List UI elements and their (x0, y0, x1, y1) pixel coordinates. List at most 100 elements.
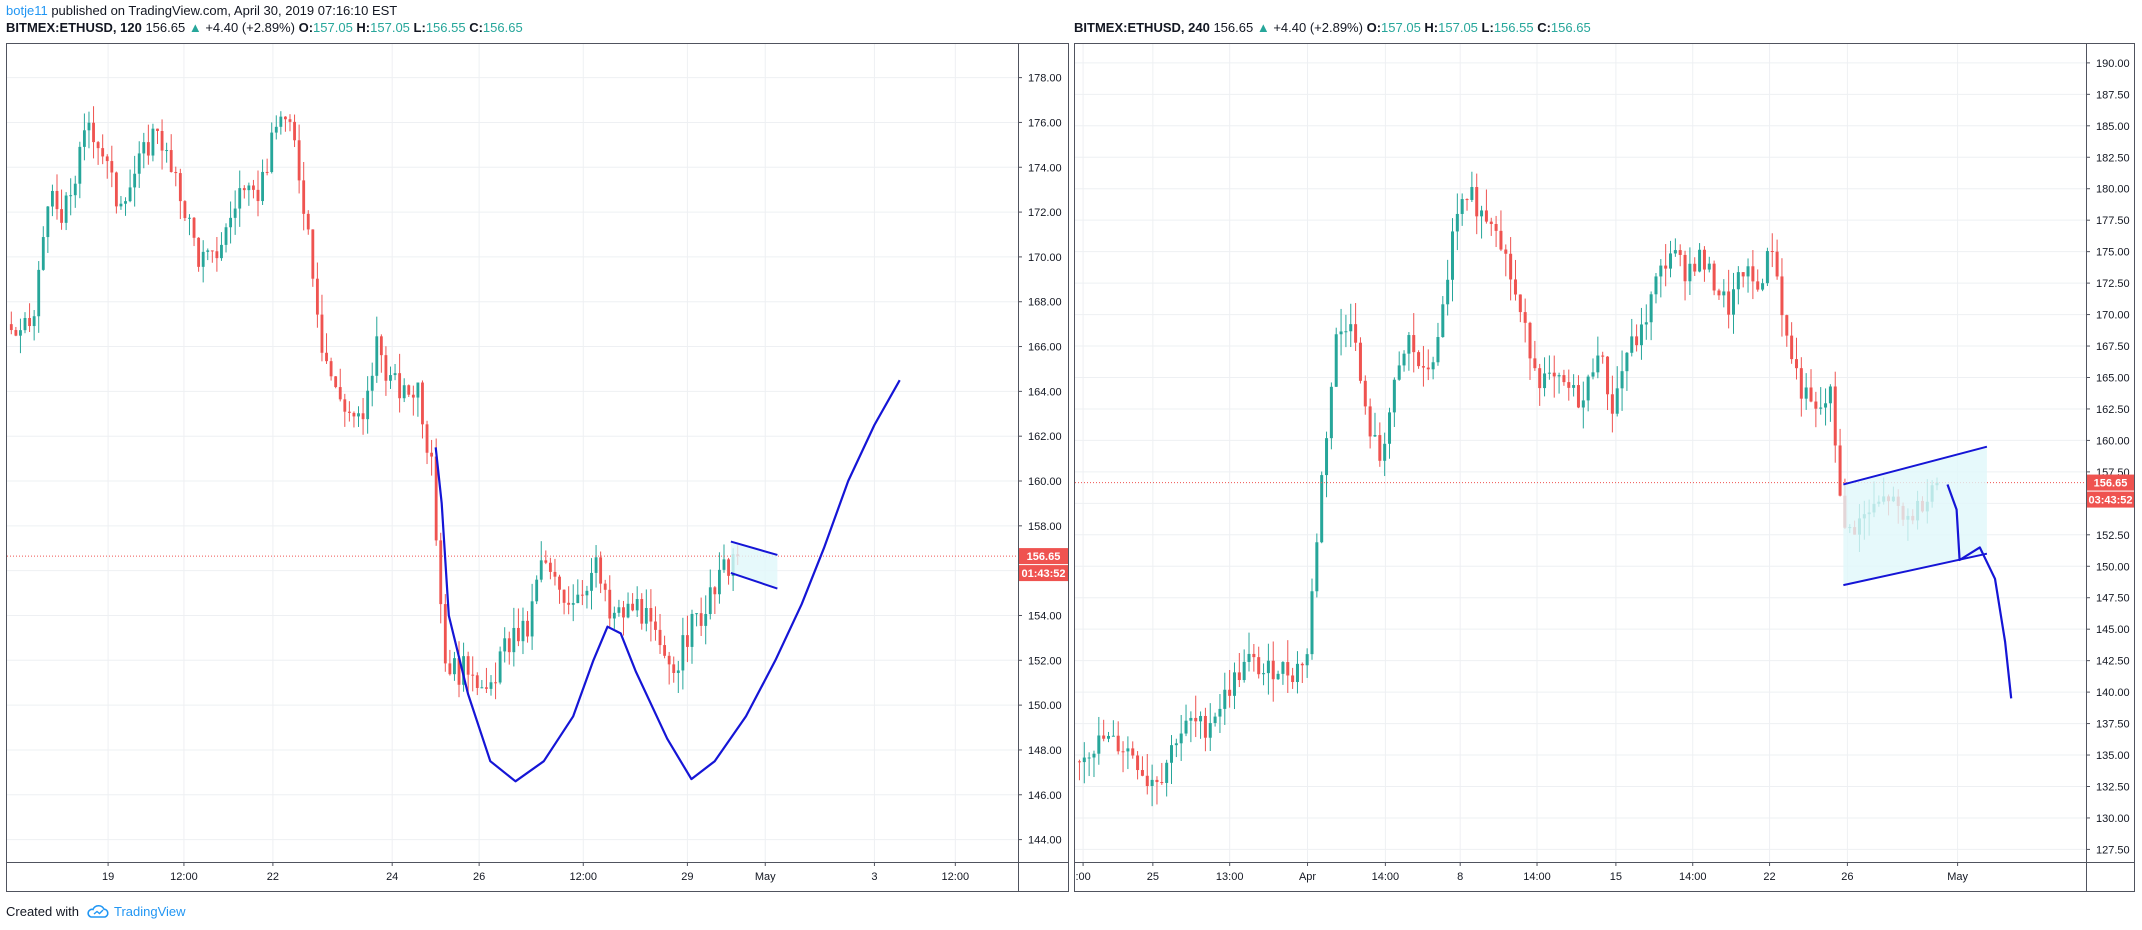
tradingview-link[interactable]: TradingView (114, 904, 186, 919)
candle-body (1116, 735, 1120, 752)
chart-panel-left[interactable]: BITMEX:ETHUSD, 120 156.65 ▲ +4.40 (+2.89… (6, 20, 1069, 895)
candle-body (1397, 365, 1401, 380)
candle-body (1417, 352, 1421, 367)
candle-body (1664, 265, 1668, 269)
candle-body (1562, 375, 1566, 383)
candle-body (343, 399, 347, 412)
candle-body (1262, 673, 1266, 675)
candle-body (146, 142, 150, 156)
x-tick-label: 14:00 (1679, 871, 1707, 883)
y-tick-label: 158.00 (1028, 521, 1062, 533)
candle-body (288, 119, 292, 122)
x-tick-label: May (755, 871, 776, 883)
y-tick-label: 170.00 (2096, 310, 2130, 322)
candle-body (197, 237, 201, 267)
price-change: +4.40 (+2.89%) (205, 20, 295, 35)
candle-body (1625, 352, 1629, 372)
candle-body (1368, 406, 1372, 437)
symbol-label[interactable]: BITMEX:ETHUSD, 120 (6, 20, 142, 35)
candle-body (334, 376, 338, 388)
y-tick-label: 164.00 (1028, 386, 1062, 398)
last-price-tag (1019, 548, 1068, 565)
candle-body (306, 213, 310, 230)
candle-body (539, 560, 543, 580)
candle-body (87, 122, 91, 131)
candle-body (1790, 335, 1794, 360)
candle-body (357, 413, 360, 417)
candle-body (1131, 748, 1135, 756)
open-label: O: (298, 20, 314, 35)
candle-body (325, 352, 328, 362)
candle-body (402, 385, 406, 399)
y-tick-label: 144.00 (1028, 835, 1062, 847)
candle-body (1465, 199, 1469, 201)
candle-body (1460, 199, 1464, 214)
candle-body (567, 602, 571, 605)
y-tick-label: 175.00 (2096, 247, 2130, 259)
low-value: 156.55 (1493, 20, 1534, 35)
x-tick-label: 24 (386, 871, 398, 883)
candle-body (1165, 762, 1169, 783)
candle-body (1586, 376, 1590, 401)
candle-body (658, 629, 662, 646)
candle-body (315, 278, 319, 315)
candle-body (1354, 324, 1358, 343)
candle-body (19, 330, 22, 336)
candle-body (1266, 660, 1270, 674)
x-tick-label: 8 (1457, 871, 1463, 883)
y-tick-label: 140.00 (2096, 687, 2130, 699)
candle-body (1504, 249, 1508, 254)
candle-body (1799, 368, 1803, 399)
close-label: C: (469, 20, 483, 35)
chart-panel-right[interactable]: BITMEX:ETHUSD, 240 156.65 ▲ +4.40 (+2.89… (1074, 20, 2135, 895)
candle-body (14, 330, 18, 336)
candle-body (1606, 356, 1610, 395)
candle-body (229, 217, 233, 228)
candle-body (1630, 336, 1634, 353)
candle-body (1814, 401, 1818, 409)
candle-body (1325, 438, 1329, 476)
candle-body (1683, 254, 1687, 282)
candle-body (92, 122, 95, 143)
y-tick-label: 177.50 (2096, 215, 2130, 227)
x-tick-label: 26 (473, 871, 485, 883)
candle-body (663, 645, 667, 656)
candle-body (160, 130, 164, 151)
y-tick-label: 145.00 (2096, 624, 2130, 636)
candle-body (690, 613, 694, 647)
high-value: 157.05 (370, 20, 410, 35)
candle-body (206, 250, 210, 252)
candle-body (110, 161, 114, 173)
candlestick-chart[interactable]: 127.50 130.00 132.50 135.00 137.50 140.00 142.… (1074, 20, 2135, 895)
candle-body (379, 336, 383, 356)
x-tick-label: 29 (681, 871, 693, 883)
y-tick-label: 190.00 (2096, 58, 2130, 70)
candle-body (1402, 353, 1406, 366)
author-link[interactable]: botje11 (6, 3, 48, 18)
candle-body (1698, 249, 1702, 272)
candle-body (210, 250, 214, 252)
candle-body (46, 206, 50, 238)
candle-body (9, 324, 13, 331)
candle-body (1257, 657, 1261, 675)
candle-body (439, 540, 443, 605)
candle-body (192, 217, 196, 238)
candle-body (1150, 779, 1154, 786)
candle-body (1388, 412, 1392, 444)
symbol-label[interactable]: BITMEX:ETHUSD, 240 (1074, 20, 1210, 35)
candle-body (599, 557, 603, 584)
last-price-tag (2087, 474, 2134, 491)
y-tick-label: 182.50 (2096, 152, 2130, 164)
y-tick-label: 185.00 (2096, 121, 2130, 133)
candle-body (1654, 276, 1658, 295)
candle-body (1169, 745, 1173, 763)
last-price: 156.65 (1213, 20, 1254, 35)
open-label: O: (1366, 20, 1382, 35)
candle-body (1392, 379, 1396, 413)
y-tick-label: 130.00 (2096, 813, 2130, 825)
countdown-tag (1019, 565, 1068, 582)
candlestick-chart[interactable]: 144.00 146.00 148.00 150.00 152.00 154.00 156.… (6, 20, 1069, 895)
candle-body (1741, 272, 1745, 277)
candle-body (352, 412, 356, 417)
candle-body (1213, 716, 1217, 724)
